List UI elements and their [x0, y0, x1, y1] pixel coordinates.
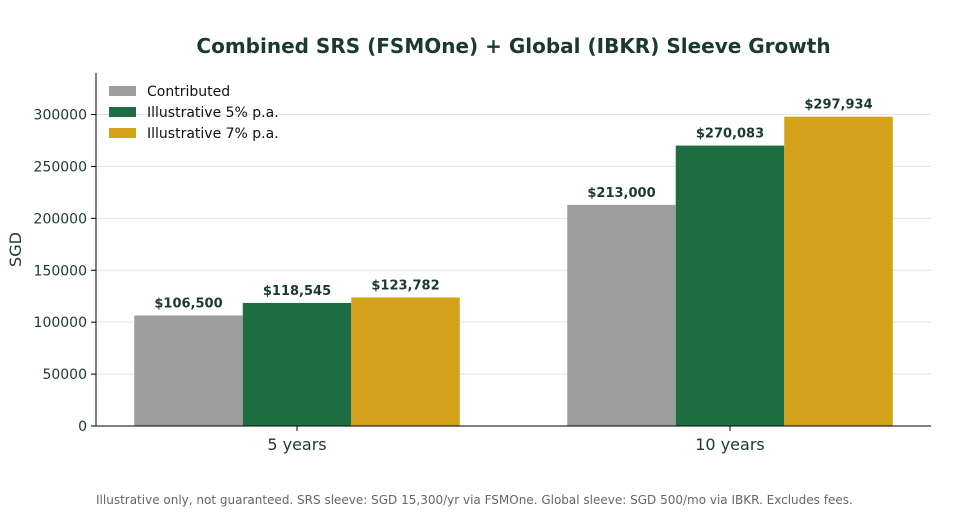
bar [675, 145, 785, 426]
legend-swatch [109, 128, 136, 138]
data-label: $123,782 [371, 278, 439, 293]
y-tick-label: 150000 [34, 263, 87, 279]
y-tick-label: 200000 [34, 211, 87, 227]
legend-entry: Illustrative 5% p.a. [147, 105, 279, 121]
bar [242, 302, 352, 426]
legend-entry: Contributed [147, 84, 230, 100]
x-tick-label: 5 years [267, 435, 326, 454]
y-tick-label: 300000 [34, 108, 87, 124]
data-label: $270,083 [696, 127, 764, 142]
y-tick-label: 50000 [42, 367, 87, 383]
data-label: $106,500 [154, 296, 222, 311]
chart-title: Combined SRS (FSMOne) + Global (IBKR) Sl… [196, 34, 831, 58]
y-tick-label: 0 [78, 419, 87, 435]
legend-entry: Illustrative 7% p.a. [147, 126, 279, 142]
y-tick-label: 250000 [34, 159, 87, 175]
bar [567, 204, 676, 426]
legend-swatch [109, 107, 136, 117]
data-label: $118,545 [263, 284, 331, 299]
bar [134, 315, 243, 426]
bar [784, 116, 893, 426]
y-axis-title: SGD [6, 232, 25, 267]
bar [351, 297, 460, 426]
chart-footnote: Illustrative only, not guaranteed. SRS s… [96, 493, 853, 507]
x-tick-label: 10 years [695, 435, 764, 454]
legend-swatch [109, 86, 136, 96]
y-tick-label: 100000 [34, 315, 87, 331]
data-label: $297,934 [804, 98, 872, 113]
data-label: $213,000 [587, 186, 655, 201]
